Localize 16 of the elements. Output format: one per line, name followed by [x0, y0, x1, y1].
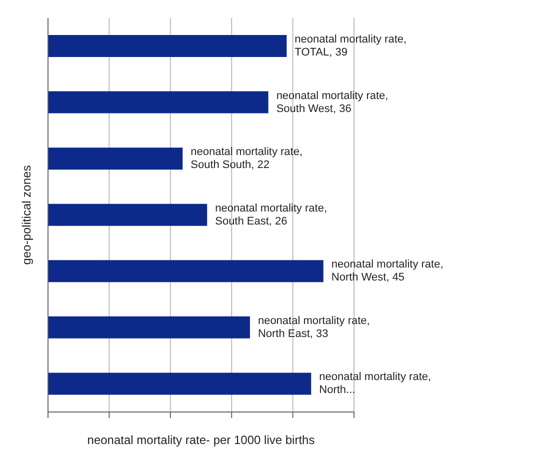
x-axis-title: neonatal mortality rate- per 1000 live births [87, 433, 315, 447]
bar [48, 372, 312, 395]
bar [48, 260, 324, 282]
bar [48, 148, 183, 170]
bar [48, 316, 250, 338]
data-label: neonatal mortality rate, South West, 36 [276, 90, 388, 115]
data-label: neonatal mortality rate, North... [319, 371, 432, 396]
data-label: neonatal mortality rate, South South, 22 [190, 146, 303, 171]
data-label: neonatal mortality rate, South East, 26 [215, 202, 328, 228]
bar [48, 204, 208, 226]
y-axis-title: geo-political zones [19, 165, 34, 265]
data-label: neonatal mortality rate, North West, 45 [331, 258, 444, 284]
data-label: neonatal mortality rate, TOTAL, 39 [294, 33, 407, 58]
bar [48, 35, 287, 57]
bar [48, 91, 268, 114]
data-label: neonatal mortality rate, North East, 33 [258, 314, 370, 340]
